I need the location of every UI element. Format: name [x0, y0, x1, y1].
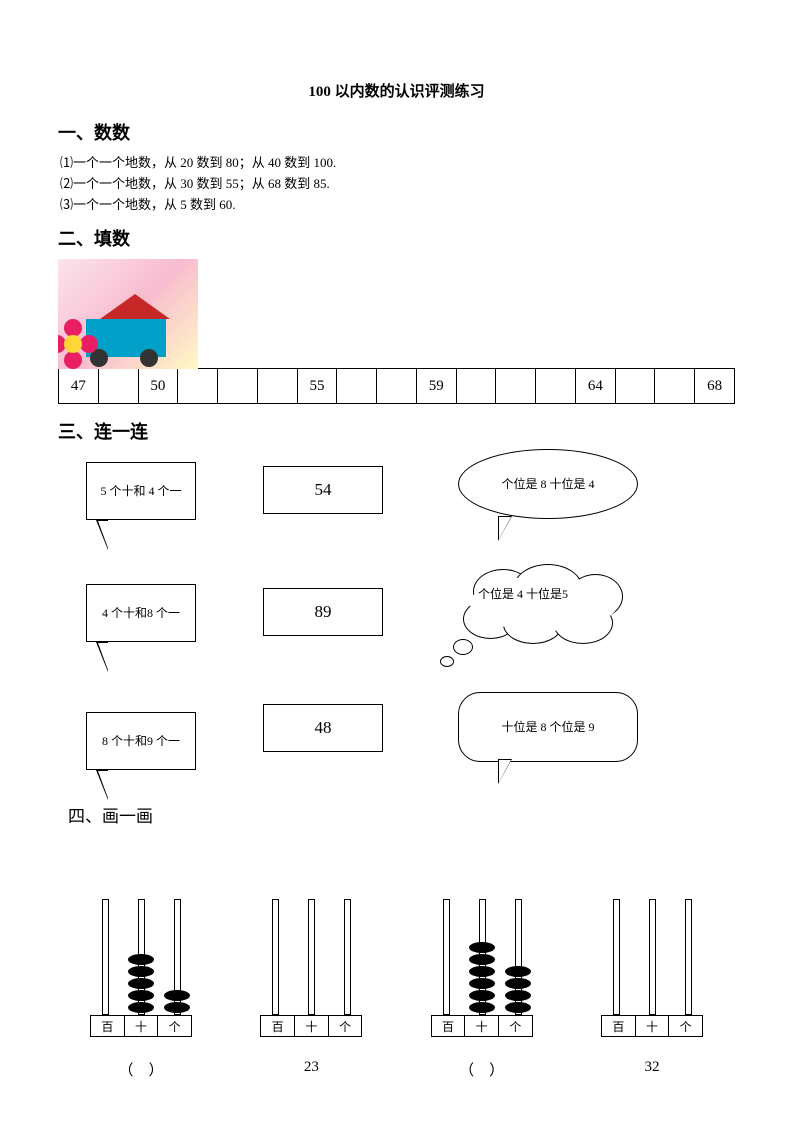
place-hundred: 百: [432, 1016, 466, 1036]
num-cell[interactable]: 64: [576, 369, 616, 403]
num-cell[interactable]: [258, 369, 298, 403]
abacus-2[interactable]: 百十个 23: [246, 899, 376, 1080]
abacus-1[interactable]: 百十个 （ ）: [76, 899, 206, 1080]
num-cell[interactable]: [536, 369, 576, 403]
num-cell[interactable]: [337, 369, 377, 403]
num-cell[interactable]: [178, 369, 218, 403]
place-ten: 十: [125, 1016, 159, 1036]
number-box-1[interactable]: 54: [263, 466, 383, 514]
number-box-3[interactable]: 48: [263, 704, 383, 752]
right-bubble-1[interactable]: 个位是 8 十位是 4: [458, 449, 638, 519]
num-cell[interactable]: 68: [695, 369, 734, 403]
place-ten: 十: [465, 1016, 499, 1036]
section3-heading: 三、连一连: [58, 418, 735, 444]
abacus-4[interactable]: 百十个 32: [587, 899, 717, 1080]
num-cell[interactable]: [99, 369, 139, 403]
num-cell[interactable]: 59: [417, 369, 457, 403]
right-bubble-3[interactable]: 十位是 8 个位是 9: [458, 692, 638, 762]
page-title: 100 以内数的认识评测练习: [58, 80, 735, 101]
abacus-3[interactable]: 百十个 （ ）: [417, 899, 547, 1080]
number-strip: 47 50 55 59 64 68: [58, 368, 735, 404]
section1-heading: 一、数数: [58, 119, 735, 145]
place-one: 个: [329, 1016, 362, 1036]
abacus-label-4: 32: [644, 1059, 659, 1076]
section4-heading: 四、画一画: [68, 802, 153, 827]
num-cell[interactable]: 55: [298, 369, 338, 403]
number-box-2[interactable]: 89: [263, 588, 383, 636]
toy-train-image: [58, 259, 198, 369]
section2-heading: 二、填数: [58, 225, 735, 251]
num-cell[interactable]: 47: [59, 369, 99, 403]
abacus-label-1: （ ）: [118, 1059, 163, 1080]
num-cell[interactable]: [218, 369, 258, 403]
section1-item-1: ⑴一个一个地数，从 20 数到 80；从 40 数到 100.: [60, 153, 735, 174]
abacus-label-2: 23: [304, 1059, 319, 1076]
num-cell[interactable]: [616, 369, 656, 403]
left-bubble-1[interactable]: 5 个十和 4 个一: [86, 462, 196, 520]
abacus-label-3: （ ）: [459, 1059, 504, 1080]
right-bubble-2-text: 个位是 4 十位是5: [478, 586, 608, 603]
place-one: 个: [499, 1016, 532, 1036]
num-cell[interactable]: [457, 369, 497, 403]
match-area: 5 个十和 4 个一 54 个位是 8 十位是 4 4 个十和8 个一 89 个…: [58, 454, 735, 879]
num-cell[interactable]: 50: [139, 369, 179, 403]
place-ten: 十: [295, 1016, 329, 1036]
section1-item-3: ⑶一个一个地数，从 5 数到 60.: [60, 195, 735, 216]
abacus-row: 百十个 （ ） 百十个 23 百十个 （ ） 百十个: [58, 899, 735, 1080]
left-bubble-2[interactable]: 4 个十和8 个一: [86, 584, 196, 642]
place-hundred: 百: [261, 1016, 295, 1036]
left-bubble-3[interactable]: 8 个十和9 个一: [86, 712, 196, 770]
place-hundred: 百: [91, 1016, 125, 1036]
right-bubble-2[interactable]: 个位是 4 十位是5: [448, 564, 628, 654]
place-one: 个: [669, 1016, 702, 1036]
section1-item-2: ⑵一个一个地数，从 30 数到 55；从 68 数到 85.: [60, 174, 735, 195]
place-hundred: 百: [602, 1016, 636, 1036]
place-one: 个: [158, 1016, 191, 1036]
num-cell[interactable]: [377, 369, 417, 403]
place-ten: 十: [636, 1016, 670, 1036]
num-cell[interactable]: [655, 369, 695, 403]
num-cell[interactable]: [496, 369, 536, 403]
